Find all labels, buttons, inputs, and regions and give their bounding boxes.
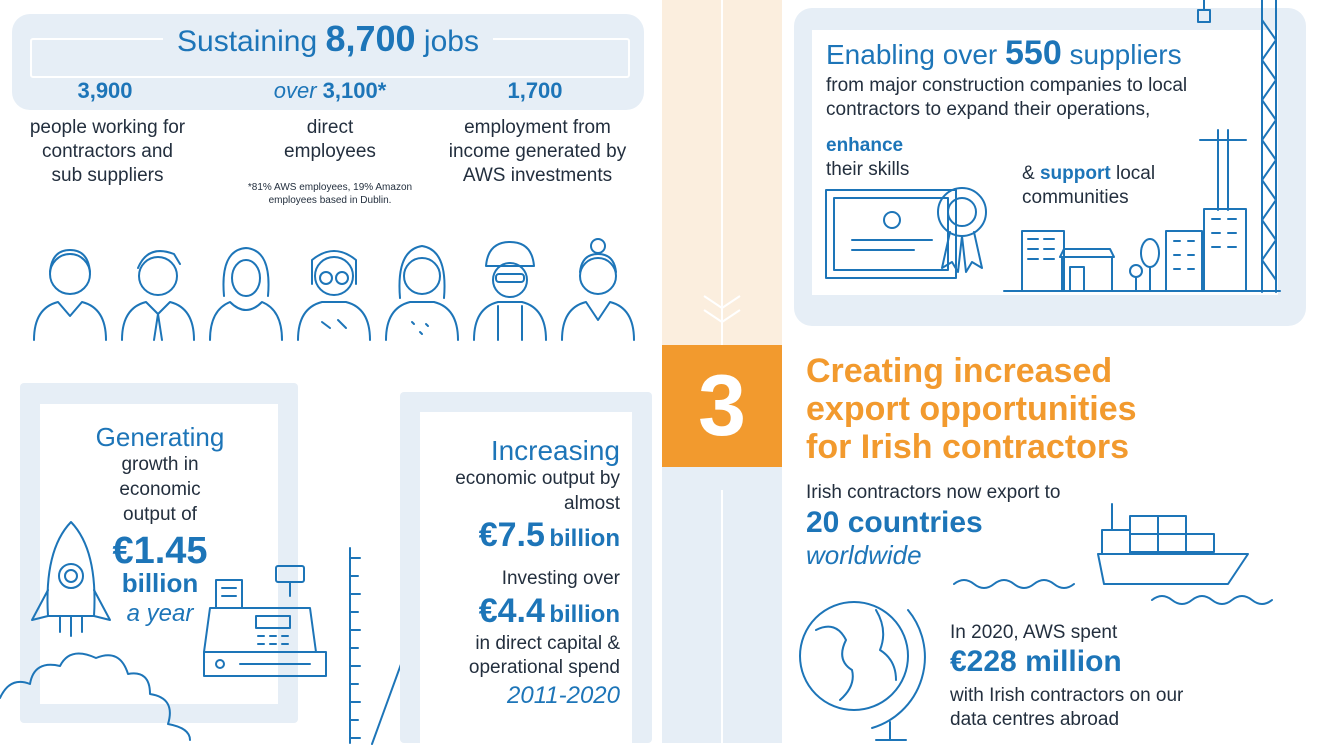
certificate-icon bbox=[825, 187, 987, 279]
ship-icon bbox=[953, 503, 1273, 605]
jobs-col1-text: people working for contractors and sub s… bbox=[29, 117, 186, 186]
divider-line-bottom bbox=[721, 490, 723, 743]
person-icon bbox=[297, 250, 371, 341]
invest-amount-unit: billion bbox=[549, 601, 620, 628]
invest-period: 2011-2020 bbox=[507, 682, 620, 709]
section3-title-line2: export opportunities bbox=[806, 390, 1137, 428]
globe-icon bbox=[799, 601, 926, 741]
cloud-icon bbox=[0, 652, 191, 741]
crane-icon bbox=[1197, 0, 1277, 293]
section-number: 3 bbox=[698, 358, 746, 454]
cash-register-icon bbox=[203, 565, 327, 677]
spend-amount: €228 million bbox=[950, 645, 1122, 678]
output-heading: Increasing bbox=[490, 435, 620, 466]
jobs-heading-number: 8,700 bbox=[325, 18, 416, 59]
output-amount-value: €7.5 bbox=[478, 516, 545, 554]
jobs-col2-value: 3,100* bbox=[322, 78, 387, 103]
section3-title: Creating increased export opportunities … bbox=[806, 352, 1306, 466]
suppliers-heading-prefix: Enabling over bbox=[826, 39, 998, 70]
section-number-badge: 3 bbox=[662, 345, 782, 467]
person-icon bbox=[209, 247, 283, 341]
support-text: local communities bbox=[1022, 163, 1156, 208]
export-text: Irish contractors now export to bbox=[806, 482, 1061, 503]
rocket-icon bbox=[31, 521, 111, 637]
jobs-heading-prefix: Sustaining bbox=[177, 25, 318, 58]
section3-title-line3: for Irish contractors bbox=[806, 428, 1130, 466]
suppliers-body: from major construction companies to loc… bbox=[826, 75, 1188, 120]
support-prefix: & bbox=[1022, 163, 1035, 184]
jobs-col2-number: over 3,100* bbox=[245, 78, 415, 104]
output-amount-unit: billion bbox=[549, 525, 620, 552]
jobs-col3-number: 1,700 bbox=[470, 78, 600, 104]
person-icon bbox=[33, 249, 107, 341]
buildings-icon bbox=[1003, 208, 1281, 292]
jobs-heading: Sustaining 8,700 jobs bbox=[12, 18, 644, 60]
enhance-word: enhance bbox=[826, 135, 904, 156]
people-row bbox=[30, 236, 650, 346]
invest-amount-value: €4.4 bbox=[478, 592, 545, 630]
divider-line-top bbox=[721, 0, 723, 345]
suppliers-support: & support local communities bbox=[1022, 162, 1202, 210]
jobs-col2-prefix: over bbox=[273, 78, 317, 103]
jobs-col2-text: direct employees bbox=[284, 117, 376, 162]
enhance-text: their skills bbox=[826, 159, 910, 180]
jobs-col1-number: 3,900 bbox=[40, 78, 170, 104]
invest-amount: €4.4 billion bbox=[420, 592, 620, 631]
suppliers-heading: Enabling over 550 suppliers bbox=[826, 34, 1266, 73]
invest-desc: in direct capital & operational spend bbox=[468, 633, 620, 678]
spend-desc: with Irish contractors on our data centr… bbox=[950, 685, 1184, 730]
output-inner bbox=[420, 412, 632, 743]
support-word: support bbox=[1039, 163, 1111, 184]
growth-unit: billion bbox=[121, 568, 199, 598]
output-amount: €7.5 billion bbox=[420, 516, 620, 555]
person-icon bbox=[385, 245, 459, 341]
jobs-col2-footnote: *81% AWS employees, 19% Amazon employees… bbox=[247, 182, 413, 206]
person-icon bbox=[473, 241, 547, 341]
growth-text: growth in economic output of bbox=[119, 454, 201, 525]
growth-amount: €1.45 bbox=[112, 530, 208, 572]
jobs-heading-suffix: jobs bbox=[423, 25, 479, 58]
ruler-icon bbox=[349, 547, 361, 744]
spend-text: In 2020, AWS spent bbox=[950, 622, 1118, 643]
suppliers-heading-suffix: suppliers bbox=[1069, 39, 1182, 70]
growth-heading: Generating bbox=[95, 422, 225, 452]
output-text: economic output by almost bbox=[455, 468, 620, 514]
growth-period: a year bbox=[126, 600, 194, 627]
person-icon bbox=[561, 238, 635, 341]
export-number: 20 countries bbox=[806, 506, 983, 539]
suppliers-enhance: enhance their skills bbox=[826, 134, 976, 182]
person-icon bbox=[121, 250, 195, 341]
export-suffix: worldwide bbox=[806, 540, 922, 570]
suppliers-heading-number: 550 bbox=[1005, 34, 1062, 72]
invest-text: Investing over bbox=[501, 568, 620, 589]
section3-title-line1: Creating increased bbox=[806, 352, 1113, 390]
chevron-down-icon bbox=[703, 295, 741, 324]
jobs-col3-text: employment from income generated by AWS … bbox=[448, 117, 627, 186]
